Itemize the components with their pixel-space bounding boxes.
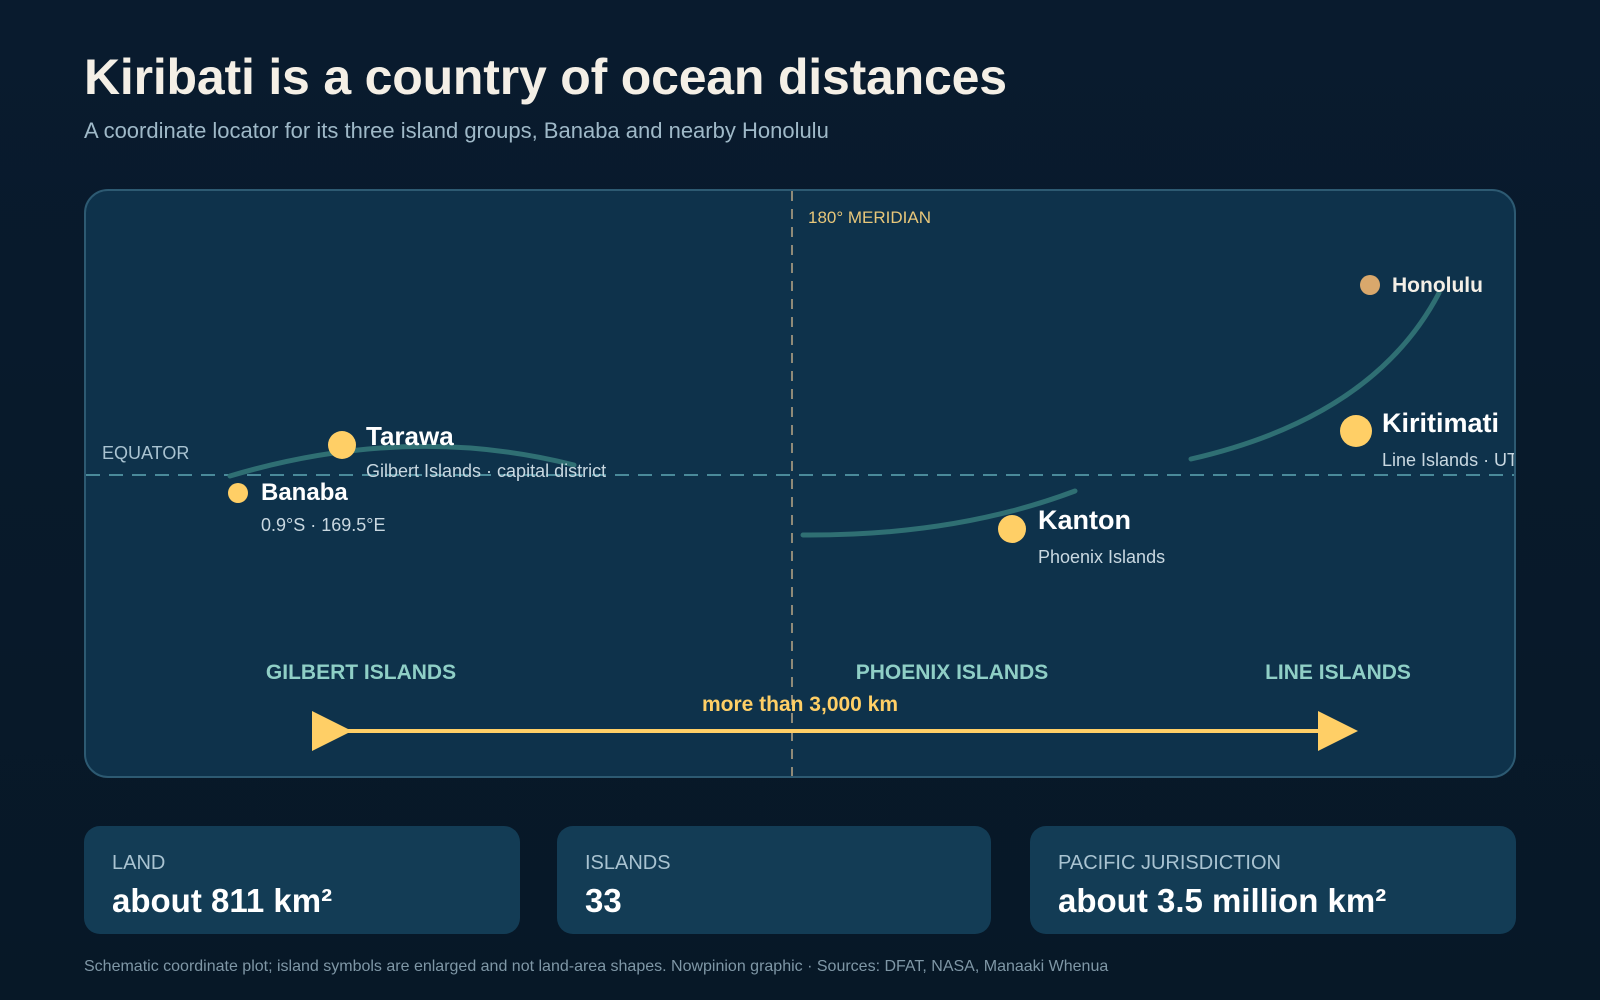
honolulu-label: Honolulu <box>1392 274 1483 297</box>
stat-value-islands: 33 <box>585 882 622 919</box>
gilbert-chain-arc <box>227 443 577 479</box>
page-title: Kiribati is a country of ocean distances <box>84 49 1007 105</box>
stat-label-jurisdiction: PACIFIC JURISDICTION <box>1058 852 1281 874</box>
banaba-label: Banaba <box>261 479 348 506</box>
footnote: Schematic coordinate plot; island symbol… <box>84 958 1109 975</box>
kanton-label: Kanton <box>1038 505 1131 535</box>
kiritimati-note: Line Islands · UTC+14 <box>1382 450 1516 470</box>
honolulu-marker[interactable] <box>1360 275 1380 295</box>
line-chain-arc <box>1188 290 1442 462</box>
locator-map: EQUATOR 180° MERIDIAN Tarawa Gilbert Isl… <box>86 191 1516 776</box>
page-subtitle: A coordinate locator for its three islan… <box>84 118 829 143</box>
phoenix-chain-arc <box>800 488 1078 538</box>
line-islands-label: LINE ISLANDS <box>1265 661 1411 684</box>
stat-value-land: about 811 km² <box>112 882 333 919</box>
map-panel: EQUATOR 180° MERIDIAN Tarawa Gilbert Isl… <box>84 189 1516 778</box>
tarawa-note: Gilbert Islands · capital district <box>366 461 606 481</box>
gilbert-islands-label: GILBERT ISLANDS <box>266 661 456 684</box>
tarawa-marker[interactable] <box>328 431 356 459</box>
tarawa-label: Tarawa <box>366 421 454 451</box>
equator-label: EQUATOR <box>102 443 189 463</box>
stat-label-land: LAND <box>112 852 166 874</box>
stat-card-islands: ISLANDS 33 <box>557 826 991 934</box>
stat-card-land: LAND about 811 km² <box>84 826 520 934</box>
kiritimati-label: Kiritimati <box>1382 408 1499 438</box>
stat-label-islands: ISLANDS <box>585 852 671 874</box>
meridian-label: 180° MERIDIAN <box>808 208 931 227</box>
kanton-marker[interactable] <box>998 515 1026 543</box>
banaba-note: 0.9°S · 169.5°E <box>261 515 385 535</box>
banaba-marker[interactable] <box>228 483 248 503</box>
phoenix-islands-label: PHOENIX ISLANDS <box>856 661 1049 684</box>
kiritimati-marker[interactable] <box>1340 415 1372 447</box>
stat-value-jurisdiction: about 3.5 million km² <box>1058 882 1387 919</box>
kanton-note: Phoenix Islands <box>1038 547 1165 567</box>
stat-card-jurisdiction: PACIFIC JURISDICTION about 3.5 million k… <box>1030 826 1516 934</box>
distance-span-label: more than 3,000 km <box>702 693 898 716</box>
